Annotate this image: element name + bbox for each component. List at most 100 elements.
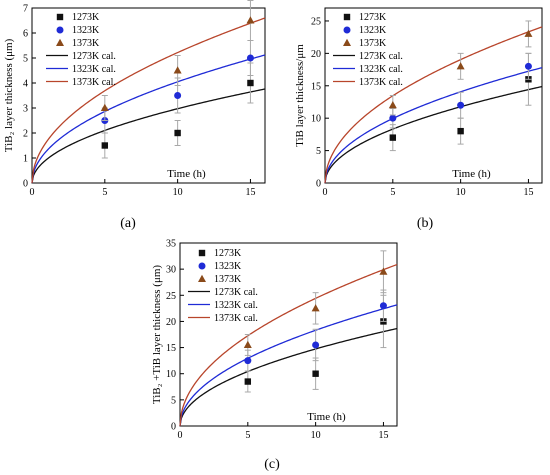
fit-curve-line [31, 54, 266, 184]
y-tick-label: 0 [171, 422, 176, 433]
legend-label: 1273K [214, 248, 242, 259]
fit-curve-line [324, 85, 543, 184]
y-tick-label: 25 [166, 291, 176, 302]
panel-label: (c) [264, 457, 280, 472]
y-tick-label: 3 [23, 104, 28, 115]
legend-label: 1323K cal. [359, 64, 403, 75]
y-tick-label: 5 [316, 146, 321, 157]
x-tick-label: 15 [523, 187, 533, 198]
data-point [379, 302, 387, 310]
y-tick-label: 6 [23, 29, 28, 40]
y-axis-label: TiB₂ layer thickness (μm) [3, 38, 15, 152]
legend-marker [56, 26, 64, 34]
y-axis-label: TiB₂ +TiB layer thickness (μm) [151, 265, 163, 405]
legend-marker [343, 13, 351, 21]
panel-label: (a) [120, 216, 136, 231]
legend: 1273K 1323K 1373K 1273K cal. 1323K cal. 1373K… [188, 248, 258, 324]
legend-label: 1323K cal. [72, 64, 116, 75]
y-axis-label: TiB layer thickness/μm [294, 44, 306, 147]
y-tick-label: 1 [23, 154, 28, 165]
fit-curve-line [31, 17, 266, 184]
x-tick-label: 0 [30, 187, 35, 198]
x-axis-label: Time (h) [167, 168, 206, 180]
y-tick-label: 5 [171, 395, 176, 406]
x-tick-label: 15 [378, 430, 388, 441]
legend-label: 1273K [359, 12, 387, 23]
data-point [174, 92, 182, 99]
legend-label: 1373K [359, 38, 387, 49]
y-tick-label: 0 [23, 179, 28, 190]
x-axis-label: Time (h) [307, 411, 346, 423]
data-point [456, 62, 465, 70]
data-point [388, 101, 397, 109]
y-tick-label: 2 [23, 129, 28, 140]
legend-marker [56, 13, 64, 21]
data-point [457, 127, 464, 135]
data-point [379, 267, 388, 275]
data-point [457, 101, 465, 109]
y-tick-label: 15 [166, 343, 176, 354]
legend-marker [343, 26, 351, 34]
fit-curve-line [179, 304, 398, 427]
legend: 1273K 1323K 1373K 1273K cal. 1323K cal. 1373K… [46, 12, 116, 88]
data-point [246, 54, 254, 62]
fit-curve-line [324, 26, 543, 184]
y-tick-label: 35 [166, 239, 176, 250]
chart-panel-1: 0 5 10 15 0 1 2 3 4 5 6 7 Time (h) TiB₂ layer thickne… [3, 0, 266, 231]
plot-frame [324, 7, 543, 184]
data-point [246, 16, 255, 24]
data-point [524, 29, 533, 37]
legend-label: 1273K [72, 12, 100, 23]
legend-marker [343, 38, 351, 46]
legend-label: 1323K [214, 261, 242, 272]
legend-marker [198, 274, 206, 282]
legend: 1273K 1323K 1373K 1273K cal. 1323K cal. 1373K… [333, 12, 403, 88]
panel-label: (b) [417, 216, 434, 231]
x-tick-label: 5 [102, 187, 107, 198]
fit-curve-line [179, 263, 398, 427]
data-point [524, 62, 532, 70]
legend-label: 1273K cal. [72, 51, 116, 62]
y-tick-label: 20 [166, 317, 176, 328]
x-tick-label: 0 [323, 187, 328, 198]
fit-curve-line [31, 88, 266, 184]
x-axis-label: Time (h) [452, 168, 491, 180]
y-tick-label: 10 [166, 369, 176, 380]
y-tick-label: 20 [311, 49, 321, 60]
y-tick-label: 25 [311, 16, 321, 27]
data-point [311, 304, 320, 312]
chart-panel-3: 0 5 10 15 0 5 10 15 20 25 30 35 Time (h) TiB₂ +TiB la… [151, 239, 398, 472]
data-point [312, 341, 320, 349]
y-tick-label: 0 [316, 179, 321, 190]
x-tick-label: 0 [178, 430, 183, 441]
fit-curve-line [324, 67, 543, 184]
x-tick-label: 5 [245, 430, 250, 441]
legend-marker [198, 262, 206, 270]
x-tick-label: 10 [311, 430, 321, 441]
y-tick-label: 5 [23, 54, 28, 65]
data-point [244, 357, 252, 365]
data-point [173, 66, 182, 74]
x-tick-label: 5 [390, 187, 395, 198]
y-tick-label: 30 [166, 265, 176, 276]
legend-marker [198, 249, 206, 257]
data-point [389, 114, 397, 122]
data-point [312, 370, 319, 377]
x-tick-label: 10 [173, 187, 183, 198]
data-point [101, 142, 109, 149]
legend-label: 1373K cal. [359, 77, 403, 88]
legend-label: 1373K cal. [214, 313, 258, 324]
data-point [244, 378, 252, 385]
y-tick-label: 7 [23, 4, 28, 15]
x-tick-label: 15 [245, 187, 255, 198]
data-point [243, 340, 252, 348]
y-tick-label: 4 [23, 79, 28, 90]
fit-curve-line [179, 327, 398, 427]
plot-frame [31, 7, 266, 184]
legend-label: 1373K cal. [72, 77, 116, 88]
plot-frame [179, 242, 398, 427]
data-point [174, 129, 181, 137]
data-point [389, 134, 397, 141]
y-tick-label: 10 [311, 114, 321, 125]
